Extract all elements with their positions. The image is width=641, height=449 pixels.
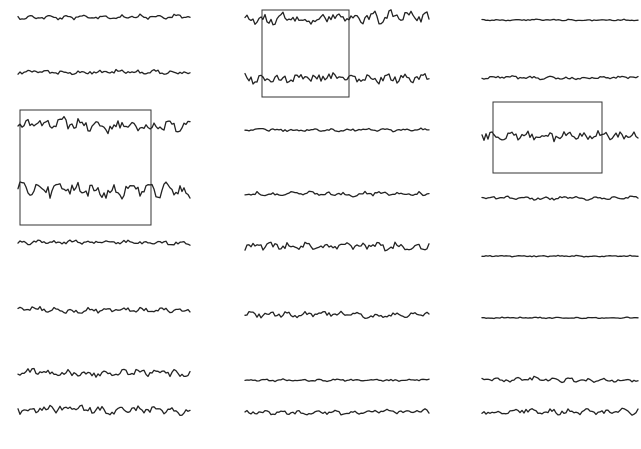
trace [17,367,191,378]
trace [244,378,430,383]
trace [17,68,191,76]
trace [244,310,430,319]
trace [481,375,639,384]
trace [481,130,639,143]
trace [244,9,430,26]
trace [17,115,191,135]
trace [481,316,639,320]
trace [244,127,430,133]
trace [481,75,639,81]
trace [244,241,430,252]
highlight-box [19,109,152,226]
trace [17,181,191,200]
highlight-box [261,9,350,98]
trace [244,190,430,198]
trace [481,254,639,258]
trace [244,408,430,416]
highlight-box [492,101,603,174]
trace [481,407,639,416]
trace [17,13,191,21]
trace [17,305,191,314]
trace [17,239,191,246]
trace [244,72,430,85]
trace [17,404,191,417]
trace [481,195,639,201]
trace [481,18,639,22]
